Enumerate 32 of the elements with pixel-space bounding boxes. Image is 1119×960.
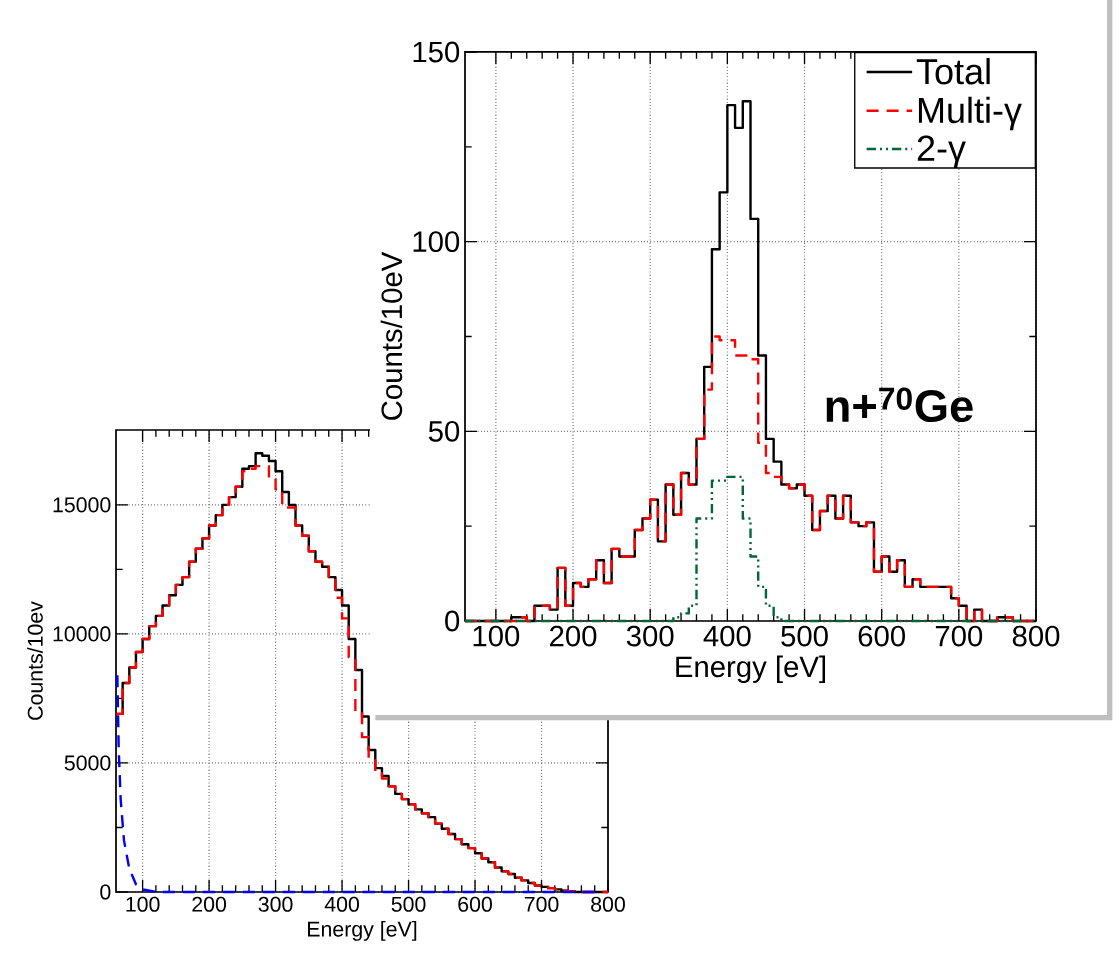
x-tick-label: 200 bbox=[192, 896, 227, 912]
y-tick-label: 0 bbox=[445, 610, 460, 632]
x-tick-label: 200 bbox=[550, 625, 597, 647]
y-axis-title: Counts/10ev bbox=[27, 601, 43, 720]
x-tick-label: 100 bbox=[126, 896, 160, 912]
x-tick-label: 400 bbox=[324, 896, 359, 912]
x-tick-label: 700 bbox=[524, 896, 559, 912]
y-tick-label: 150 bbox=[413, 41, 460, 63]
x-axis-title: Energy [eV] bbox=[676, 655, 826, 683]
y-tick-label: 10000 bbox=[53, 626, 111, 642]
legend-label: Multi-γ bbox=[918, 96, 1022, 131]
x-tick-label: 500 bbox=[391, 896, 426, 912]
x-tick-label: 300 bbox=[258, 896, 293, 912]
y-tick-label: 0 bbox=[100, 884, 111, 900]
y-tick-label: 100 bbox=[413, 231, 460, 253]
x-axis-title: Energy [eV] bbox=[308, 920, 417, 941]
x-tick-label: 600 bbox=[458, 896, 492, 912]
x-tick-label: 800 bbox=[591, 896, 625, 912]
x-tick-label: 100 bbox=[473, 625, 520, 647]
x-tick-label: 600 bbox=[858, 625, 905, 647]
x-tick-label: 500 bbox=[781, 625, 828, 647]
y-tick-label: 5000 bbox=[64, 755, 111, 771]
y-axis-title: Counts/10eV bbox=[380, 251, 403, 420]
legend-label: Total bbox=[916, 57, 990, 85]
y-tick-label: 15000 bbox=[53, 497, 111, 513]
x-tick-label: 300 bbox=[626, 625, 674, 647]
x-tick-label: 700 bbox=[935, 625, 983, 647]
text: n+$^{70}$Ge bbox=[826, 387, 973, 423]
legend-label: 2-γ bbox=[917, 135, 966, 169]
x-tick-label: 800 bbox=[1012, 625, 1060, 647]
x-tick-label: 400 bbox=[703, 625, 751, 647]
y-tick-label: 50 bbox=[428, 420, 460, 442]
